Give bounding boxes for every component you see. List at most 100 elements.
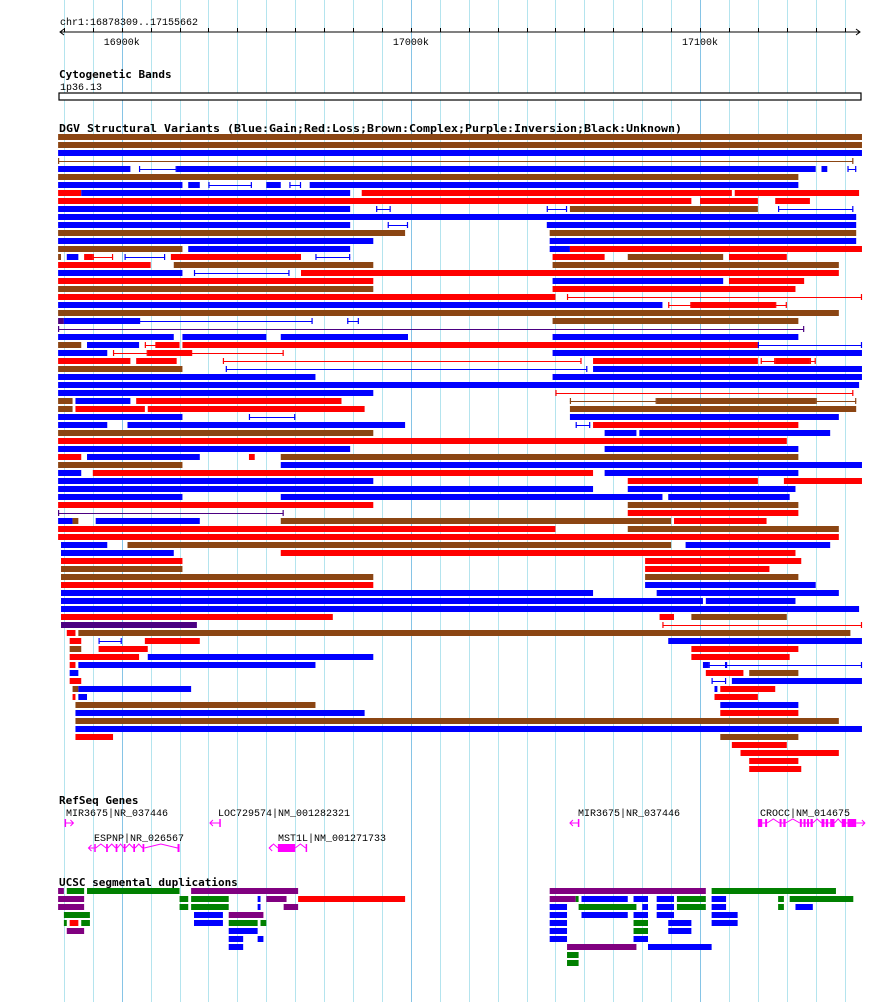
segmental-duplication[interactable] (711, 920, 738, 926)
segmental-duplication[interactable] (567, 952, 579, 958)
dgv-variant[interactable] (700, 198, 758, 204)
dgv-variant[interactable] (58, 366, 183, 372)
dgv-variant[interactable] (549, 238, 857, 244)
dgv-variant[interactable] (72, 518, 79, 524)
segmental-duplication[interactable] (194, 920, 223, 926)
segmental-duplication[interactable] (711, 904, 727, 910)
dgv-variant[interactable] (280, 462, 862, 468)
gene-glyph[interactable] (209, 819, 221, 827)
dgv-variant[interactable] (136, 358, 177, 364)
dgv-variant-line[interactable] (575, 422, 591, 428)
dgv-variant[interactable] (58, 318, 64, 324)
dgv-variant[interactable] (69, 670, 79, 676)
dgv-variant[interactable] (58, 310, 839, 316)
gene-label[interactable]: MIR3675|NR_037446 (578, 808, 680, 820)
dgv-variant[interactable] (72, 686, 79, 692)
dgv-variant-line[interactable] (124, 254, 166, 260)
dgv-variant-line[interactable] (315, 254, 351, 260)
segmental-duplication[interactable] (228, 920, 258, 926)
dgv-variant-line[interactable] (222, 358, 582, 364)
dgv-variant[interactable] (58, 534, 839, 540)
dgv-variant[interactable] (627, 486, 796, 492)
segmental-duplication[interactable] (567, 944, 637, 950)
segmental-duplication[interactable] (191, 888, 299, 894)
gene-label[interactable]: LOC729574|NM_001282321 (218, 808, 350, 820)
dgv-variant[interactable] (58, 286, 374, 292)
segmental-duplication[interactable] (795, 904, 813, 910)
dgv-variant[interactable] (604, 430, 637, 436)
segmental-duplication[interactable] (549, 904, 568, 910)
dgv-variant[interactable] (75, 406, 145, 412)
dgv-variant[interactable] (75, 710, 365, 716)
segmental-duplication[interactable] (578, 904, 637, 910)
dgv-variant[interactable] (58, 246, 183, 252)
dgv-variant[interactable] (60, 566, 183, 572)
segmental-duplication[interactable] (575, 896, 579, 902)
dgv-variant[interactable] (75, 726, 862, 732)
dgv-variant[interactable] (58, 526, 556, 532)
dgv-variant[interactable] (98, 646, 148, 652)
segmental-duplication[interactable] (266, 896, 287, 902)
dgv-variant[interactable] (740, 750, 839, 756)
segmental-duplication[interactable] (581, 896, 628, 902)
dgv-variant[interactable] (188, 182, 200, 188)
dgv-variant[interactable] (783, 478, 862, 484)
dgv-variant-line[interactable] (708, 662, 727, 668)
dgv-variant[interactable] (60, 582, 374, 588)
dgv-variant[interactable] (627, 510, 799, 516)
dgv-variant[interactable] (775, 358, 810, 364)
dgv-variant[interactable] (552, 278, 724, 284)
dgv-variant[interactable] (127, 542, 672, 548)
dgv-variant[interactable] (58, 350, 108, 356)
segmental-duplication[interactable] (549, 928, 568, 934)
segmental-duplication[interactable] (228, 944, 244, 950)
dgv-variant-line[interactable] (347, 318, 359, 324)
dgv-variant[interactable] (147, 654, 374, 660)
segmental-duplication[interactable] (549, 896, 576, 902)
gene-glyph[interactable] (569, 819, 580, 827)
dgv-variant-line[interactable] (546, 206, 568, 212)
segmental-duplication[interactable] (633, 912, 648, 918)
cytoband-bar[interactable] (58, 92, 862, 101)
dgv-variant[interactable] (569, 246, 862, 252)
dgv-variant[interactable] (58, 398, 73, 404)
dgv-variant[interactable] (60, 574, 374, 580)
segmental-duplication[interactable] (633, 928, 648, 934)
dgv-variant[interactable] (147, 406, 365, 412)
segmental-duplication[interactable] (257, 904, 261, 910)
dgv-variant[interactable] (58, 462, 183, 468)
dgv-variant-line[interactable] (566, 294, 863, 300)
dgv-variant-line[interactable] (668, 302, 692, 308)
segmental-duplication[interactable] (549, 936, 568, 942)
segmental-duplication[interactable] (647, 944, 712, 950)
dgv-variant-line[interactable] (138, 166, 177, 172)
dgv-variant-line[interactable] (112, 350, 148, 356)
dgv-variant[interactable] (156, 342, 180, 348)
dgv-variant[interactable] (720, 710, 799, 716)
segmental-duplication[interactable] (298, 896, 406, 902)
segmental-duplication[interactable] (81, 920, 90, 926)
dgv-variant[interactable] (58, 278, 374, 284)
dgv-variant-line[interactable] (775, 302, 787, 308)
dgv-variant[interactable] (58, 182, 183, 188)
segmental-duplication[interactable] (581, 912, 628, 918)
segmental-duplication[interactable] (676, 896, 706, 902)
gene-glyph[interactable] (268, 843, 308, 852)
dgv-variant[interactable] (75, 734, 114, 740)
dgv-variant[interactable] (627, 502, 799, 508)
dgv-variant[interactable] (280, 494, 663, 500)
dgv-variant[interactable] (87, 454, 200, 460)
segmental-duplication[interactable] (567, 960, 579, 966)
dgv-variant[interactable] (147, 350, 192, 356)
dgv-variant[interactable] (705, 598, 796, 604)
dgv-variant[interactable] (749, 758, 799, 764)
dgv-variant[interactable] (668, 638, 862, 644)
dgv-variant[interactable] (58, 294, 556, 300)
dgv-variant[interactable] (72, 694, 76, 700)
segmental-duplication[interactable] (69, 920, 79, 926)
dgv-variant[interactable] (78, 694, 88, 700)
dgv-variant[interactable] (58, 438, 787, 444)
gene-label[interactable]: MST1L|NM_001271733 (278, 833, 386, 845)
segmental-duplication[interactable] (676, 904, 706, 910)
dgv-variant[interactable] (75, 702, 316, 708)
